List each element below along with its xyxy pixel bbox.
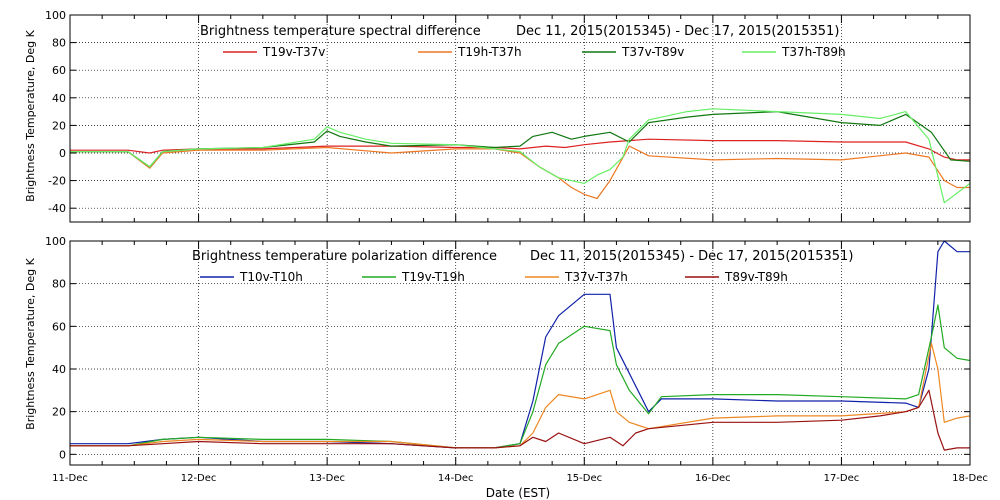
y-tick-label: 60 — [52, 64, 66, 77]
y-tick-label: 40 — [52, 92, 66, 105]
x-tick-label: 18-Dec — [952, 473, 988, 484]
y-tick-label: -40 — [48, 202, 66, 215]
legend-label: T37v-T89v — [621, 45, 684, 59]
series-line-t19h-t37h — [70, 145, 970, 200]
legend-label: T19v-T37v — [262, 45, 325, 59]
x-tick-label: 15-Dec — [566, 473, 602, 484]
x-tick-label: 14-Dec — [438, 473, 474, 484]
panel-date-range: Dec 11, 2015(2015345) - Dec 17, 2015(201… — [516, 24, 839, 39]
y-tick-label: 100 — [45, 235, 66, 248]
x-tick-label: 17-Dec — [824, 473, 860, 484]
panel-title: Brightness temperature spectral differen… — [200, 24, 481, 39]
series-line-t19v-t19h — [70, 304, 971, 449]
y-tick-label: 20 — [52, 119, 66, 132]
spectral-difference-panel: Brightness temperature spectral differen… — [24, 9, 971, 223]
y-tick-label: 60 — [52, 320, 66, 333]
y-axis-label: Brightness Temperature, Deg K — [24, 29, 37, 201]
y-tick-label: 0 — [59, 448, 66, 461]
legend-label: T37h-T89h — [781, 45, 846, 59]
y-tick-label: 0 — [59, 147, 66, 160]
series-line-t37h-t89h — [70, 108, 971, 204]
x-axis-label: Date (EST) — [486, 486, 550, 500]
x-tick-label: 16-Dec — [695, 473, 731, 484]
y-tick-label: 40 — [52, 363, 66, 376]
panel-date-range: Dec 11, 2015(2015345) - Dec 17, 2015(201… — [530, 249, 853, 264]
legend-label: T37v-T37h — [564, 270, 628, 284]
x-tick-label: 13-Dec — [309, 473, 345, 484]
legend-label: T10v-T10h — [239, 270, 303, 284]
x-tick-label: 11-Dec — [52, 473, 88, 484]
legend-label: T19h-T37h — [457, 45, 522, 59]
y-tick-label: 100 — [45, 9, 66, 22]
x-tick-label: 12-Dec — [181, 473, 217, 484]
legend-label: T89v-T89h — [724, 270, 788, 284]
y-tick-label: -20 — [48, 175, 66, 188]
y-tick-label: 80 — [52, 37, 66, 50]
panel-title: Brightness temperature polarization diff… — [192, 249, 497, 264]
y-tick-label: 80 — [52, 278, 66, 291]
series-line-t89v-t89h — [70, 389, 970, 451]
polarization-difference-panel: Brightness temperature polarization diff… — [24, 235, 971, 466]
y-axis-label: Brightness Temperature, Deg K — [24, 257, 37, 429]
series-line-t37v-t37h — [70, 342, 971, 449]
legend-label: T19v-T19h — [401, 270, 465, 284]
y-tick-label: 20 — [52, 406, 66, 419]
